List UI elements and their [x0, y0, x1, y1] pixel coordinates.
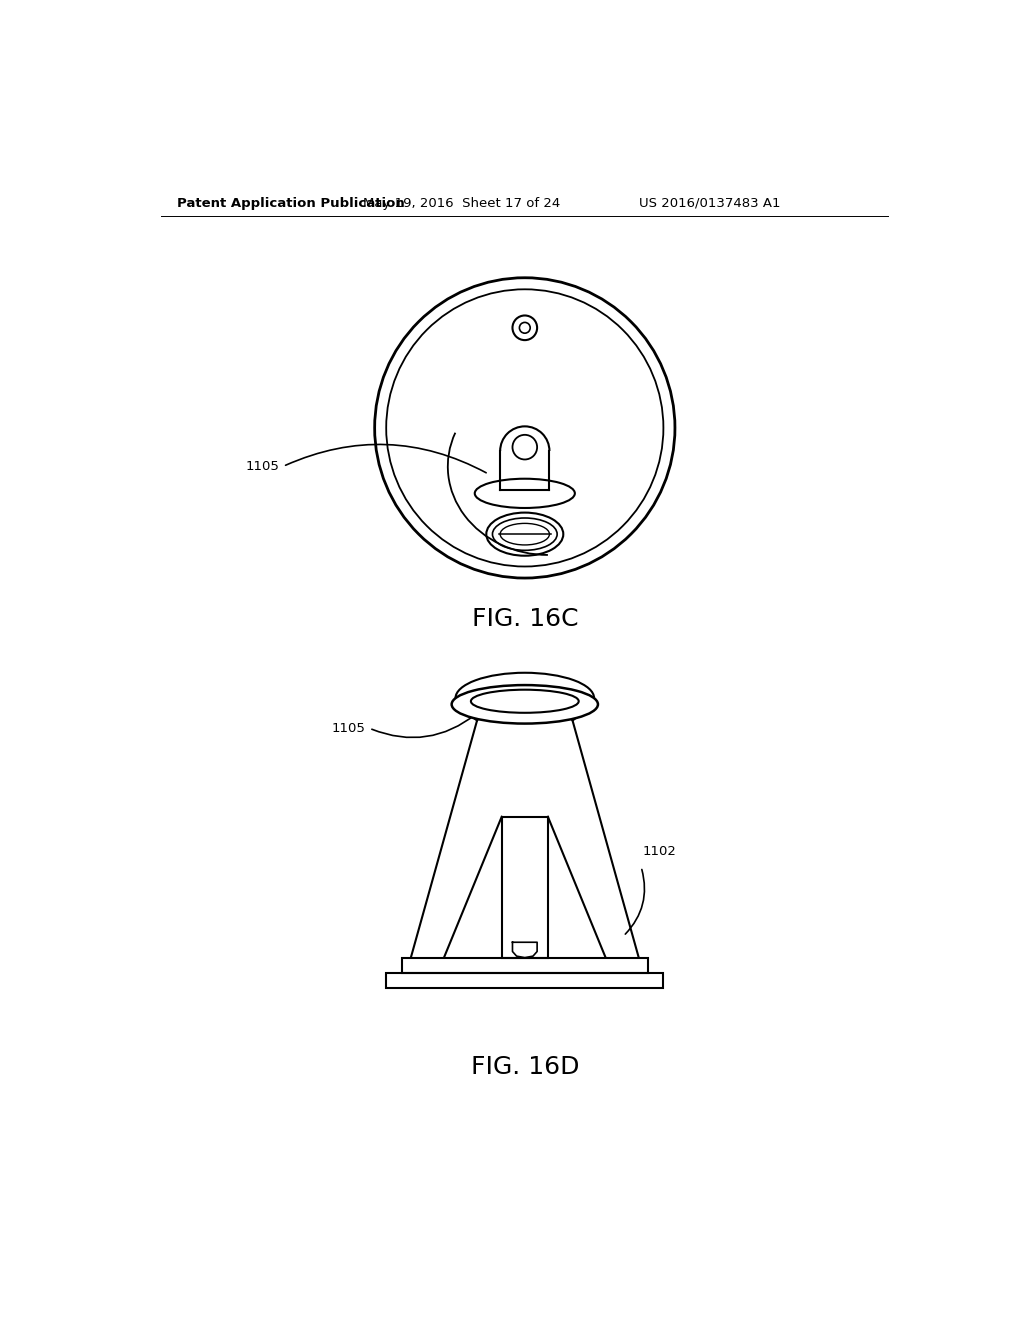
- Bar: [386, 973, 664, 989]
- Bar: [502, 817, 548, 958]
- Text: FIG. 16C: FIG. 16C: [471, 607, 579, 631]
- Text: May 19, 2016  Sheet 17 of 24: May 19, 2016 Sheet 17 of 24: [364, 197, 560, 210]
- Text: 1102: 1102: [643, 845, 677, 858]
- Text: FIG. 16D: FIG. 16D: [471, 1055, 579, 1078]
- Text: Patent Application Publication: Patent Application Publication: [177, 197, 404, 210]
- Text: 1105: 1105: [332, 722, 366, 735]
- Text: US 2016/0137483 A1: US 2016/0137483 A1: [639, 197, 780, 210]
- Text: 1105: 1105: [246, 459, 280, 473]
- Ellipse shape: [452, 685, 598, 723]
- Bar: [401, 958, 648, 973]
